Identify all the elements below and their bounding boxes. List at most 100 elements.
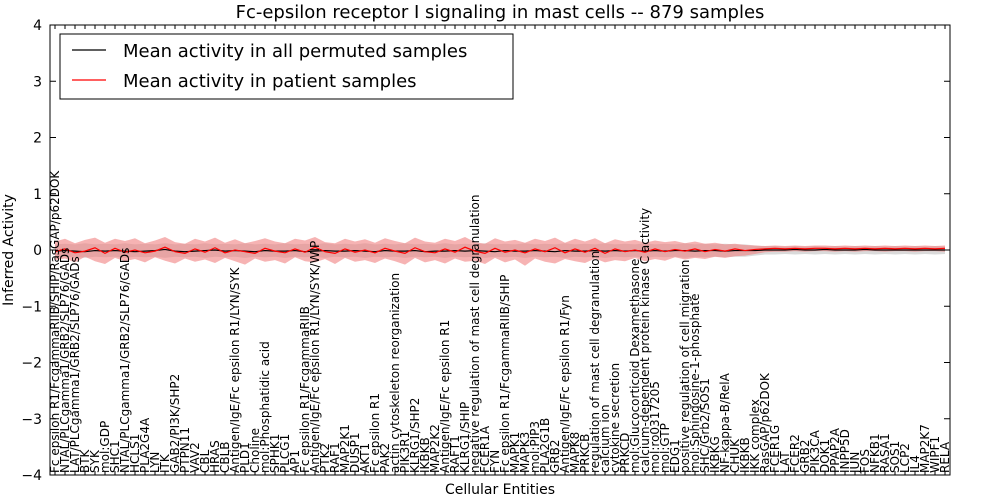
legend-label-permuted: Mean activity in all permuted samples <box>123 41 467 62</box>
x-tick-label: PAK2 <box>378 443 392 473</box>
x-tick-label: positive regulation of cell migration <box>678 260 692 473</box>
x-tick-label: PRKCD <box>618 433 632 473</box>
plot-area <box>54 237 946 266</box>
x-tick-label: CHUK <box>728 438 742 473</box>
x-tick-label: MAPK3 <box>518 432 532 473</box>
x-axis-label: Cellular Entities <box>445 482 555 498</box>
x-tick-label: JUN <box>848 452 862 474</box>
x-tick-label: BTK <box>78 448 92 473</box>
y-tick-label: 2 <box>33 131 42 147</box>
x-tick-label: SPHK1 <box>268 434 282 473</box>
legend-box <box>59 33 514 100</box>
x-tick-label: EDG1 <box>668 439 682 473</box>
x-tick-label: CBL <box>198 449 212 473</box>
x-tick-label: NFKB1 <box>868 433 882 473</box>
x-tick-label: FOS <box>858 449 872 473</box>
x-tick-label: Antigen/IgE/Fc epsilon R1/LYN/SYK <box>228 266 242 473</box>
x-tick-label: LCP2 <box>898 443 912 473</box>
x-tick-label: IKBKG <box>708 436 722 473</box>
y-tick-label: 1 <box>33 187 42 203</box>
x-tick-label: Choline <box>248 428 262 473</box>
x-tick-label: Fc epsilon R1 <box>368 393 382 473</box>
x-tick-label: PPAP2A <box>828 427 842 473</box>
x-tick-label: GAB2/PI3K/SHP2 <box>168 374 182 473</box>
x-tick-label: mol:ro0317205 <box>648 381 662 473</box>
x-tick-label: SYK <box>88 449 102 473</box>
x-tick-label: negative regulation of mast cell degranu… <box>468 194 482 473</box>
x-tick-label: Fc epsilon R1/FcgammaRIIB/SHIP/RasGAP/p6… <box>48 170 62 473</box>
legend-label-patient: Mean activity in patient samples <box>123 71 417 92</box>
x-tick-label: Fc epsilon R1/FcgammaRIIB/SHIP <box>498 275 512 473</box>
x-tick-label: Fc epsilon R1/FcgammaRIIB <box>298 306 312 473</box>
x-tick-label: RAFT1 <box>448 435 462 473</box>
series-line-permuted <box>54 248 945 253</box>
x-tick-label: PTK2 <box>318 443 332 473</box>
series-line-patient <box>54 246 946 255</box>
x-tick-label: FCER1G <box>768 425 782 473</box>
x-tick-label: ITK <box>158 453 172 473</box>
x-tick-label: AP1 <box>288 450 302 473</box>
chart-title: Fc-epsilon receptor I signaling in mast … <box>236 2 765 23</box>
y-tick-label: 0 <box>33 243 42 259</box>
x-tick-label: MAP2K1 <box>338 424 352 473</box>
x-tick-label: WIPF1 <box>928 436 942 473</box>
x-tick-label: HRAS <box>208 440 222 473</box>
x-tick-label: HCLS1 <box>128 434 142 473</box>
x-tick-label: PRKCB <box>578 434 592 473</box>
x-tick-label: INPP5D <box>838 429 852 473</box>
x-tick-label: AKT1 <box>358 443 372 473</box>
x-tick-label: CBLB <box>218 441 232 473</box>
x-tick-label: mol:GDP <box>98 421 112 473</box>
y-tick-label: −1 <box>21 299 42 315</box>
x-tick-label: PIK3CA <box>808 429 822 473</box>
x-tick-label: IL4 <box>908 455 922 473</box>
x-tick-label: GRB2 <box>548 439 562 473</box>
x-tick-label: mol:Phosphatidic acid <box>258 341 272 473</box>
x-tick-label: Antigen/IgE/Fc epsilon R1 <box>438 320 452 473</box>
x-tick-label: PLA2G4A <box>138 417 152 473</box>
x-tick-label: GRB2 <box>798 439 812 473</box>
x-tick-label: SOS1 <box>888 441 902 473</box>
x-tick-label: calcium-dependent protein kinase C activ… <box>638 208 652 473</box>
x-tick-label: SHC/Grb2/SOS1 <box>698 378 712 473</box>
x-tick-label: DOK1 <box>818 439 832 473</box>
x-tick-label: VAV2 <box>188 442 202 473</box>
x-tick-label: IKBKB <box>418 437 432 473</box>
x-tick-label: FYN <box>488 450 502 473</box>
x-tick-label: MAP2K2 <box>428 424 442 473</box>
x-tick-label: PTPN11 <box>178 427 192 473</box>
x-tick-label: MAP2K7 <box>918 424 932 473</box>
x-tick-label: mol:PIP3 <box>528 421 542 473</box>
x-tick-label: RasGAP/p62DOK <box>758 372 772 473</box>
x-tick-label: Antigen/IgE/Fc epsilon R1/Fyn <box>558 295 572 473</box>
x-tick-label: LYN <box>148 452 162 473</box>
x-tick-label: MAPK8 <box>568 432 582 473</box>
x-tick-label: Antigen/IgE/Fc epsilon R1/LYN/SYK/WIP <box>308 241 322 473</box>
x-tick-label: mol:GTP <box>658 423 672 473</box>
y-tick-label: −3 <box>21 412 42 428</box>
x-tick-label: NTAL/PLCgamma1/GRB2/SLP76/GADs <box>58 248 72 473</box>
x-tick-label: PLD1 <box>238 442 252 473</box>
x-tick-label: FCER2 <box>788 434 802 473</box>
x-tick-label: IKK complex <box>748 399 762 473</box>
x-tick-label: DUSP1 <box>348 432 362 473</box>
x-tick-label: PIK3R1 <box>398 431 412 473</box>
y-tick-label: −2 <box>21 356 42 372</box>
x-tick-label: KLRG1/SHP2 <box>408 398 422 473</box>
x-tick-label: LAT/PLCgamma1/GRB2/SLP76/GADs <box>68 256 82 473</box>
x-tick-label: actin cytoskeleton reorganization <box>388 273 402 473</box>
x-tick-label: PLCG1 <box>278 434 292 473</box>
x-tick-label: PLA2G1B <box>538 418 552 473</box>
y-tick-label: 4 <box>33 18 42 34</box>
x-tick-label: IKBKB <box>738 437 752 473</box>
x-tick-label: NF-kappa-B/RelA <box>718 372 732 473</box>
x-tick-label: FCER1A <box>478 425 492 473</box>
x-tick-label: SHC1 <box>108 440 122 473</box>
x-tick-label: cytokine secretion <box>608 363 622 473</box>
y-tick-label: 3 <box>33 74 42 90</box>
x-tick-label: RASA1 <box>878 433 892 473</box>
x-tick-label: mol:Sphingosine-1-phosphate <box>688 294 702 474</box>
legend: Mean activity in all permuted samples Me… <box>59 33 514 100</box>
x-tick-label: MAPK1 <box>508 432 522 473</box>
